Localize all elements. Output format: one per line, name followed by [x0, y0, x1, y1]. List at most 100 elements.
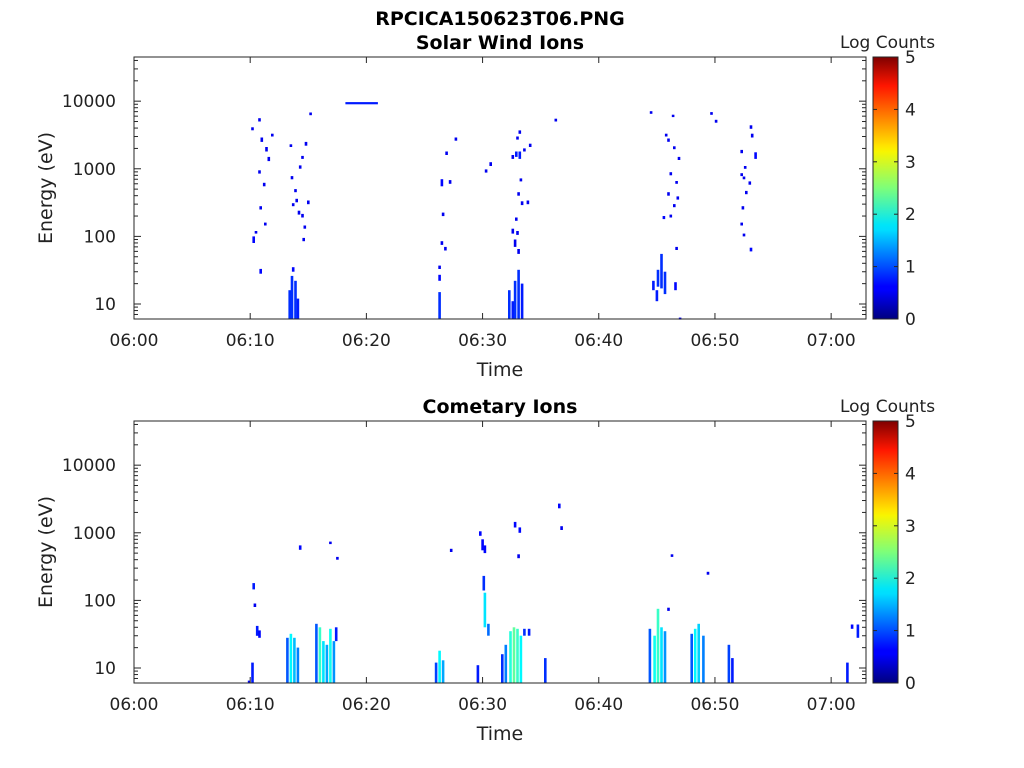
cometary-panel: Cometary Ions 06:00 06:10 06:20 06:30 06:40 06…	[35, 396, 935, 745]
heatmap-cell	[518, 527, 522, 533]
heatmap-cell	[673, 204, 676, 208]
heatmap-cell	[660, 253, 663, 289]
y-tick-label: 1000	[73, 160, 116, 180]
heatmap-cell	[517, 554, 520, 559]
heatmap-cell	[675, 181, 678, 184]
heatmap-cell	[702, 635, 705, 683]
heatmap-cell	[296, 298, 300, 319]
colorbar-tick-label: 5	[905, 412, 916, 432]
heatmap-cell	[652, 280, 655, 291]
heatmap-cell	[247, 680, 251, 683]
heatmap-cell	[560, 526, 563, 530]
heatmap-cell	[515, 151, 518, 157]
y-tick-label: 100	[84, 227, 116, 247]
heatmap-cell	[558, 503, 561, 509]
heatmap-cell	[445, 151, 448, 155]
heatmap-cell	[252, 236, 255, 243]
colorbar-tick-label: 4	[905, 464, 916, 484]
x-tick-label: 06:50	[690, 695, 739, 715]
heatmap-cell	[667, 138, 670, 142]
y-tick-label: 10000	[62, 456, 116, 476]
heatmap-cell	[750, 133, 754, 138]
heatmap-cell	[440, 241, 444, 245]
heatmap-cells	[251, 102, 757, 320]
heatmap-cell	[291, 203, 295, 207]
heatmap-cell	[286, 637, 289, 683]
heatmap-cell	[504, 644, 508, 683]
x-tick-label: 06:30	[458, 331, 507, 351]
y-tick-label: 10000	[62, 92, 116, 112]
solar-wind-panel: Solar Wind Ions 06:00 06:10 06:20 06:30 06:40…	[35, 32, 935, 381]
heatmap-cell	[517, 192, 520, 196]
heatmap-cell	[304, 141, 308, 146]
heatmap-cell	[265, 147, 268, 152]
heatmap-cell	[743, 166, 747, 169]
colorbar-tick-label: 0	[905, 310, 916, 330]
heatmap-cell	[749, 125, 753, 129]
colorbar-tick-label: 5	[905, 48, 916, 68]
heatmap-cell	[674, 282, 677, 291]
heatmap-cell	[727, 644, 731, 683]
heatmap-cell	[483, 592, 487, 628]
heatmap-cell	[254, 231, 258, 234]
heatmap-cell	[516, 136, 519, 140]
heatmap-cell	[653, 635, 656, 683]
heatmap-cell	[501, 654, 504, 683]
heatmap-cell	[454, 137, 458, 141]
heatmap-cell	[482, 575, 486, 591]
heatmap-cell	[742, 233, 746, 237]
colorbar	[872, 420, 899, 684]
heatmap-cell	[742, 176, 746, 180]
y-tick-label: 10	[94, 659, 116, 679]
heatmap-cell	[741, 206, 745, 210]
heatmap-cell	[438, 292, 441, 319]
heatmap-cell	[508, 290, 511, 319]
heatmap-cell	[511, 301, 515, 319]
heatmap-cell	[262, 182, 266, 187]
heatmap-cell	[296, 647, 300, 683]
heatmap-cell	[544, 658, 547, 683]
heatmap-cell	[663, 631, 667, 683]
heatmap-cell	[297, 210, 301, 215]
heatmap-cell	[697, 623, 700, 683]
heatmap-cell	[290, 275, 294, 319]
heatmap-cell	[251, 127, 254, 131]
heatmap-cell	[516, 231, 519, 235]
heatmap-cell	[648, 628, 652, 683]
heatmap-cell	[673, 146, 676, 150]
heatmap-cell	[649, 111, 653, 114]
heatmap-cell	[444, 246, 447, 251]
heatmap-cell	[258, 170, 261, 174]
colorbar-tick-label: 3	[905, 153, 916, 173]
heatmap-cell	[515, 217, 518, 221]
heatmap-cell	[667, 192, 670, 196]
heatmap-cell	[438, 274, 441, 281]
heatmap-cell	[258, 630, 261, 638]
heatmap-cell	[528, 143, 532, 147]
colorbar-tick-label: 0	[905, 674, 916, 694]
x-tick-label: 06:50	[690, 331, 739, 351]
x-axis-label: Time	[476, 723, 524, 745]
heatmap-cell	[476, 665, 480, 683]
heatmap-cell	[660, 627, 663, 683]
x-tick-label: 06:30	[458, 695, 507, 715]
heatmap-cell	[441, 660, 445, 683]
x-tick-label: 06:20	[342, 331, 391, 351]
heatmap-cell	[511, 228, 515, 234]
heatmap-cell	[664, 133, 668, 137]
heatmap-cell	[520, 283, 524, 319]
colorbar-tick-label: 4	[905, 100, 916, 120]
y-tick-label: 100	[84, 591, 116, 611]
heatmap-cell	[252, 583, 255, 590]
heatmap-cell	[267, 156, 271, 162]
heatmap-cell	[259, 268, 262, 274]
panel-title: Solar Wind Ions	[416, 32, 584, 54]
heatmap-cell	[710, 112, 713, 115]
heatmap-cell	[656, 608, 660, 683]
heatmap-cell	[662, 216, 666, 220]
heatmap-cell	[850, 624, 854, 629]
heatmap-cell	[706, 571, 710, 575]
heatmap-cell	[677, 156, 681, 160]
x-tick-label: 06:10	[226, 695, 275, 715]
